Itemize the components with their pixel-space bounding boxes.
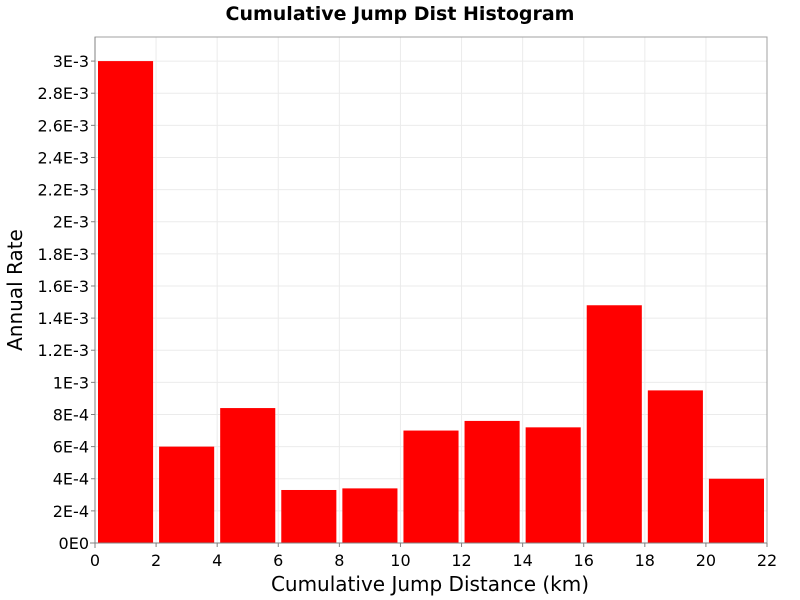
histogram-bar [464, 420, 520, 543]
x-tick-label: 20 [696, 551, 716, 570]
y-tick-label: 2.4E-3 [37, 148, 89, 167]
x-tick-label: 18 [635, 551, 655, 570]
histogram-bar [159, 446, 215, 543]
x-axis-label: Cumulative Jump Distance (km) [271, 572, 589, 596]
x-tick-label: 10 [390, 551, 410, 570]
y-tick-label: 0E0 [59, 534, 89, 553]
x-tick-label: 12 [451, 551, 471, 570]
histogram-bar [403, 430, 459, 543]
y-tick-label: 1E-3 [53, 373, 89, 392]
x-tick-label: 4 [212, 551, 222, 570]
x-tick-label: 8 [334, 551, 344, 570]
histogram-bar [281, 489, 337, 543]
y-tick-label: 1.6E-3 [37, 277, 89, 296]
histogram-bar [525, 427, 581, 543]
x-tick-label: 0 [90, 551, 100, 570]
y-tick-label: 1.2E-3 [37, 341, 89, 360]
x-axis-ticks: 0 2 4 6 8 10 12 14 16 18 20 22 [90, 543, 777, 570]
bars [98, 61, 764, 543]
x-tick-label: 6 [273, 551, 283, 570]
histogram-bar [708, 478, 764, 543]
y-tick-label: 4E-4 [53, 470, 89, 489]
x-tick-label: 22 [757, 551, 777, 570]
x-tick-label: 2 [151, 551, 161, 570]
chart-title: Cumulative Jump Dist Histogram [226, 3, 575, 25]
y-tick-label: 2E-4 [53, 502, 89, 521]
histogram-bar [586, 305, 642, 543]
histogram-bar [220, 408, 276, 543]
y-tick-label: 8E-4 [53, 405, 89, 424]
axes [90, 37, 767, 548]
y-axis-ticks: 0E0 2E-4 4E-4 6E-4 8E-4 1E-3 1.2E-3 1.4E-3 1.6E-… [37, 52, 95, 553]
y-tick-label: 1.4E-3 [37, 309, 89, 328]
y-tick-label: 2.2E-3 [37, 181, 89, 200]
histogram-bar [647, 390, 703, 543]
y-axis-label: Annual Rate [3, 229, 27, 351]
x-tick-label: 14 [512, 551, 532, 570]
y-tick-label: 2.6E-3 [37, 116, 89, 135]
x-tick-label: 16 [574, 551, 594, 570]
y-tick-label: 3E-3 [53, 52, 89, 71]
histogram-bar [342, 488, 398, 543]
y-tick-label: 1.8E-3 [37, 245, 89, 264]
y-tick-label: 2.8E-3 [37, 84, 89, 103]
y-tick-label: 6E-4 [53, 438, 89, 457]
histogram-bar [98, 61, 154, 543]
y-tick-label: 2E-3 [53, 213, 89, 232]
